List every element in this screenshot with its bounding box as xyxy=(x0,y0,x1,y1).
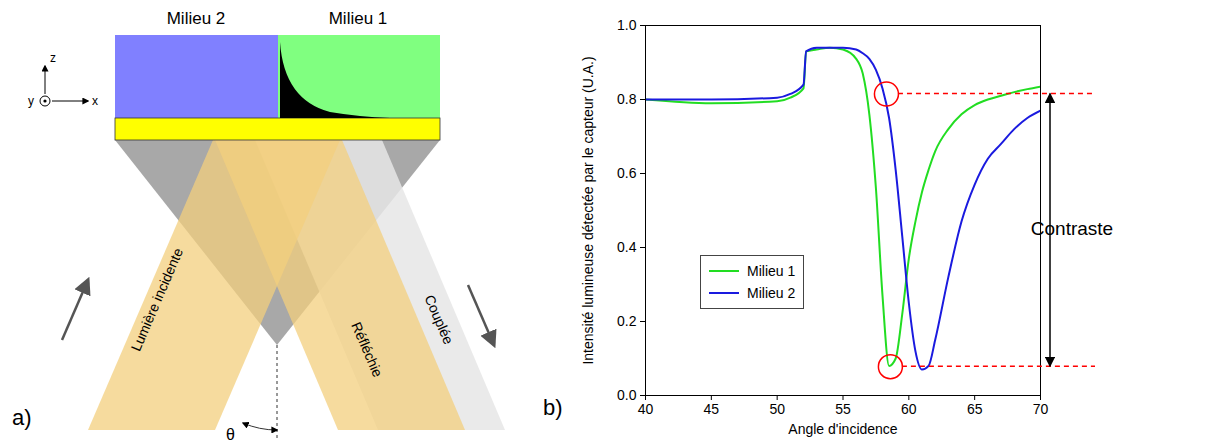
html-text:Milieu 1: Milieu 1 xyxy=(747,263,796,279)
svg-text:0.2: 0.2 xyxy=(617,313,637,329)
svg-text:Angle d'incidence: Angle d'incidence xyxy=(788,421,898,437)
svg-text:50: 50 xyxy=(769,401,785,417)
svg-text:0.0: 0.0 xyxy=(617,387,637,403)
svg-text:55: 55 xyxy=(835,401,851,417)
svg-text:x: x xyxy=(92,94,98,108)
svg-text:Réfléchie: Réfléchie xyxy=(348,320,386,380)
html-text:b): b) xyxy=(543,395,563,420)
svg-text:Milieu 2: Milieu 2 xyxy=(167,9,226,28)
svg-text:Couplée: Couplée xyxy=(422,292,457,346)
svg-text:65: 65 xyxy=(967,401,983,417)
svg-text:0.8: 0.8 xyxy=(617,91,637,107)
svg-text:y: y xyxy=(28,94,34,108)
svg-text:0.6: 0.6 xyxy=(617,165,637,181)
svg-text:z: z xyxy=(50,51,56,65)
svg-text:1.0: 1.0 xyxy=(617,17,637,33)
svg-text:70: 70 xyxy=(1033,401,1049,417)
svg-text:a): a) xyxy=(12,405,32,430)
svg-text:0.4: 0.4 xyxy=(617,239,637,255)
svg-text:60: 60 xyxy=(901,401,917,417)
svg-text:Milieu 1: Milieu 1 xyxy=(329,9,388,28)
svg-text:40: 40 xyxy=(638,401,654,417)
svg-text:Contraste: Contraste xyxy=(1031,218,1113,239)
svg-text:θ: θ xyxy=(226,426,235,443)
svg-text:45: 45 xyxy=(704,401,720,417)
svg-text:Intensité lumineuse détectée p: Intensité lumineuse détectée par le capt… xyxy=(580,56,596,364)
html-text:Milieu 2: Milieu 2 xyxy=(747,285,796,301)
svg-text:Lumière incidente: Lumière incidente xyxy=(128,245,186,353)
